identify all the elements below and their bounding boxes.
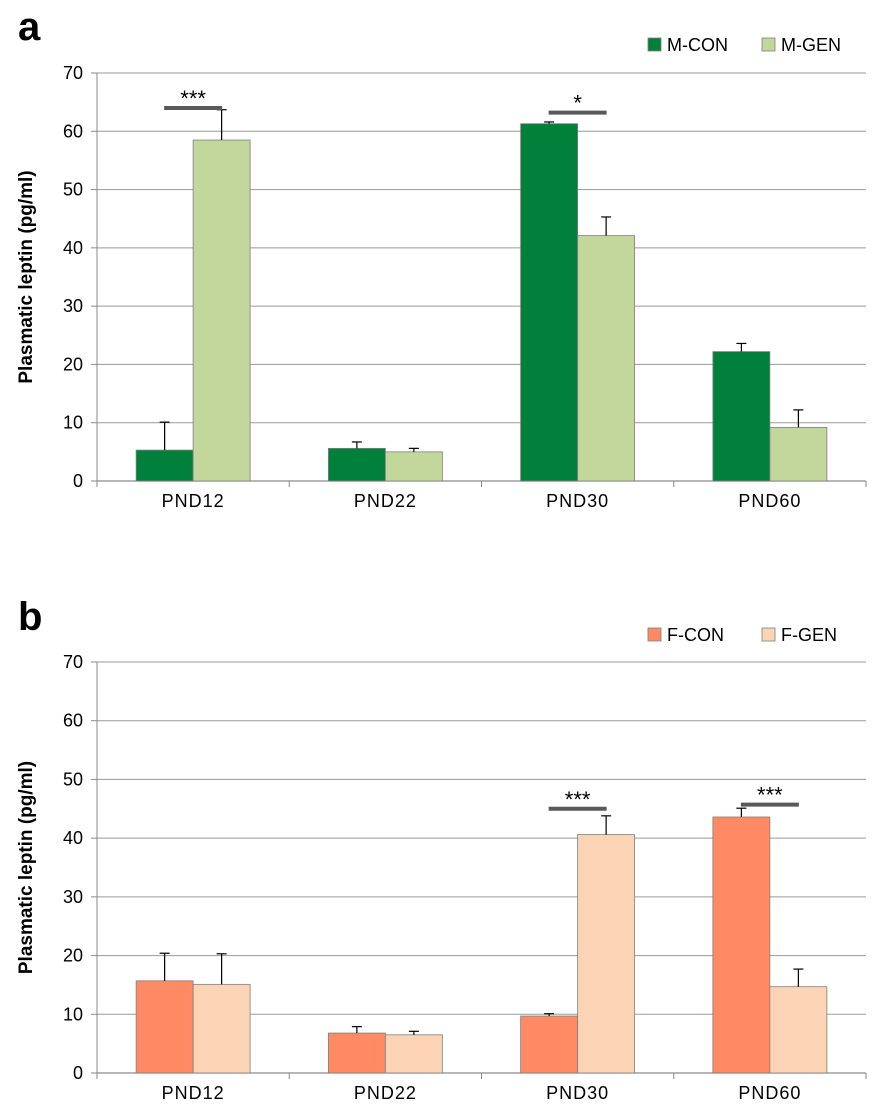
bar <box>135 449 194 482</box>
y-tick-label: 70 <box>63 63 83 83</box>
legend-label: F-CON <box>667 625 724 645</box>
category-label: PND12 <box>162 491 225 511</box>
y-axis-title: Plasmatic leptin (pg/ml) <box>16 761 37 974</box>
bar <box>384 1034 443 1074</box>
category-label: PND12 <box>162 1083 225 1103</box>
chart-panel-a: a 0 10 20 30 40 50 60 70 Plasmatic leptin (pg/ml)… <box>16 5 867 511</box>
bar <box>577 834 636 1074</box>
y-tick-label: 40 <box>63 238 83 258</box>
significance-label: *** <box>565 787 591 812</box>
bar <box>712 351 771 482</box>
legend-swatch <box>761 37 776 52</box>
y-tick-label: 50 <box>63 769 83 789</box>
bar <box>192 139 251 482</box>
legend-swatch <box>647 37 662 52</box>
chart-panel-b: b 0 10 20 30 40 50 60 70 Plasmatic leptin (pg/ml)… <box>16 595 867 1103</box>
legend-label: F-GEN <box>781 625 837 645</box>
panel-letter: a <box>18 5 41 49</box>
category-label: PND30 <box>546 491 609 511</box>
legend-label: M-GEN <box>781 35 841 55</box>
bar <box>327 447 386 482</box>
bar <box>520 123 579 482</box>
bar <box>192 983 251 1074</box>
category-label: PND22 <box>354 491 417 511</box>
significance-label: *** <box>180 86 206 111</box>
bar <box>384 451 443 482</box>
y-tick-label: 20 <box>63 354 83 374</box>
category-label: PND22 <box>354 1083 417 1103</box>
legend: F-CON F-GEN <box>647 625 837 645</box>
y-tick-label: 60 <box>63 711 83 731</box>
y-tick-label: 70 <box>63 652 83 672</box>
category-label: PND60 <box>738 491 801 511</box>
panel-letter: b <box>18 595 42 639</box>
y-axis-title: Plasmatic leptin (pg/ml) <box>16 170 37 383</box>
y-tick-label: 50 <box>63 180 83 200</box>
y-tick-label: 0 <box>73 471 83 491</box>
y-tick-label: 40 <box>63 828 83 848</box>
y-tick-label: 20 <box>63 946 83 966</box>
legend-swatch <box>761 627 776 642</box>
y-tick-label: 30 <box>63 887 83 907</box>
significance-label: *** <box>757 783 783 808</box>
y-tick-label: 10 <box>63 1004 83 1024</box>
bar <box>327 1032 386 1074</box>
legend-swatch <box>647 627 662 642</box>
bar <box>520 1015 579 1074</box>
bar <box>135 980 194 1074</box>
bar <box>769 986 828 1074</box>
y-tick-label: 0 <box>73 1063 83 1083</box>
bar <box>577 235 636 482</box>
y-tick-label: 10 <box>63 413 83 433</box>
category-label: PND60 <box>738 1083 801 1103</box>
legend: M-CON M-GEN <box>647 35 841 55</box>
y-tick-label: 30 <box>63 296 83 316</box>
bar <box>769 426 828 482</box>
bar <box>712 816 771 1074</box>
legend-label: M-CON <box>667 35 728 55</box>
significance-label: * <box>573 91 582 116</box>
y-tick-label: 60 <box>63 121 83 141</box>
category-label: PND30 <box>546 1083 609 1103</box>
